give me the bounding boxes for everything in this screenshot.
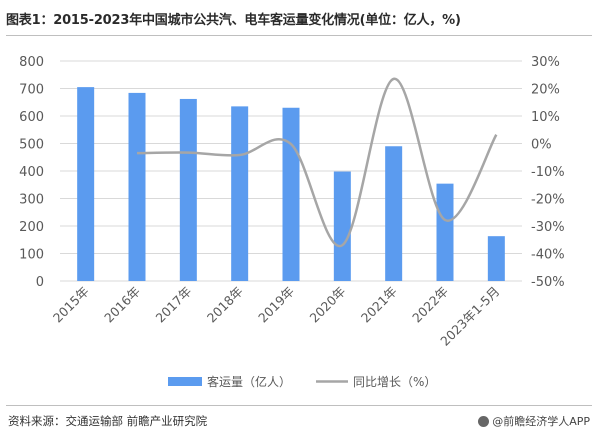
title-divider	[6, 35, 592, 36]
y-tick-label: 100	[19, 248, 44, 263]
y2-tick-label: 10%	[531, 110, 560, 125]
bar	[436, 183, 454, 281]
bar	[128, 92, 146, 282]
credit-logo-icon	[478, 416, 490, 427]
bar	[77, 87, 95, 281]
bar	[333, 171, 351, 281]
legend-swatch-bar	[168, 377, 202, 386]
chart: 0 100 200 300 400 500 600 700 800 30% 20% 10% 0% -10…	[19, 55, 565, 389]
legend: 客运量（亿人） 同比增长（%）	[168, 374, 436, 389]
legend-label-bar: 客运量（亿人）	[207, 374, 291, 389]
legend-label-line: 同比增长（%）	[353, 375, 436, 389]
right-axis-ticks: 30% 20% 10% 0% -10% -20% -30% -40% -50%	[531, 55, 565, 290]
y-tick-label: 200	[19, 220, 44, 235]
y-tick-label: 0	[36, 275, 44, 290]
y2-tick-label: 20%	[531, 83, 560, 98]
x-tick-label: 2021年	[358, 284, 400, 326]
y-tick-label: 700	[19, 83, 44, 98]
y2-tick-label: 30%	[531, 55, 560, 70]
credit: @前瞻经济学人APP	[478, 413, 590, 429]
left-axis-ticks: 0 100 200 300 400 500 600 700 800	[19, 55, 44, 290]
bar	[385, 146, 403, 281]
credit-text: @前瞻经济学人APP	[492, 415, 590, 428]
line-series	[136, 77, 498, 248]
y-tick-label: 400	[19, 165, 44, 180]
y-tick-label: 800	[19, 55, 44, 70]
bar	[282, 107, 300, 281]
y2-tick-label: -40%	[531, 248, 565, 263]
x-tick-label: 2016年	[101, 284, 143, 326]
y2-tick-label: -30%	[531, 220, 565, 235]
x-tick-label: 2018年	[204, 284, 246, 326]
y2-tick-label: -50%	[531, 275, 565, 290]
y2-tick-label: 0%	[531, 138, 552, 153]
bar	[179, 98, 197, 281]
x-tick-label: 2017年	[153, 284, 195, 326]
bar-series	[77, 87, 505, 282]
bar	[487, 236, 505, 281]
y2-tick-label: -10%	[531, 165, 565, 180]
y-tick-label: 500	[19, 138, 44, 153]
footer-divider	[6, 405, 592, 406]
x-tick-label: 2022年	[409, 284, 451, 326]
y-tick-label: 300	[19, 193, 44, 208]
chart-title: 图表1：2015-2023年中国城市公共汽、电车客运量变化情况(单位：亿人，%)	[6, 13, 461, 28]
y-tick-label: 600	[19, 110, 44, 125]
growth-line	[136, 77, 498, 248]
category-axis-ticks: 2015年 2016年 2017年 2018年 2019年 2020年 2021年 2022年…	[50, 284, 503, 349]
bar	[231, 106, 249, 281]
y2-tick-label: -20%	[531, 193, 565, 208]
x-tick-label: 2015年	[50, 284, 92, 326]
x-tick-label: 2019年	[255, 284, 297, 326]
source-note: 资料来源：交通运输部 前瞻产业研究院	[8, 414, 208, 428]
x-tick-label: 2020年	[307, 284, 349, 326]
